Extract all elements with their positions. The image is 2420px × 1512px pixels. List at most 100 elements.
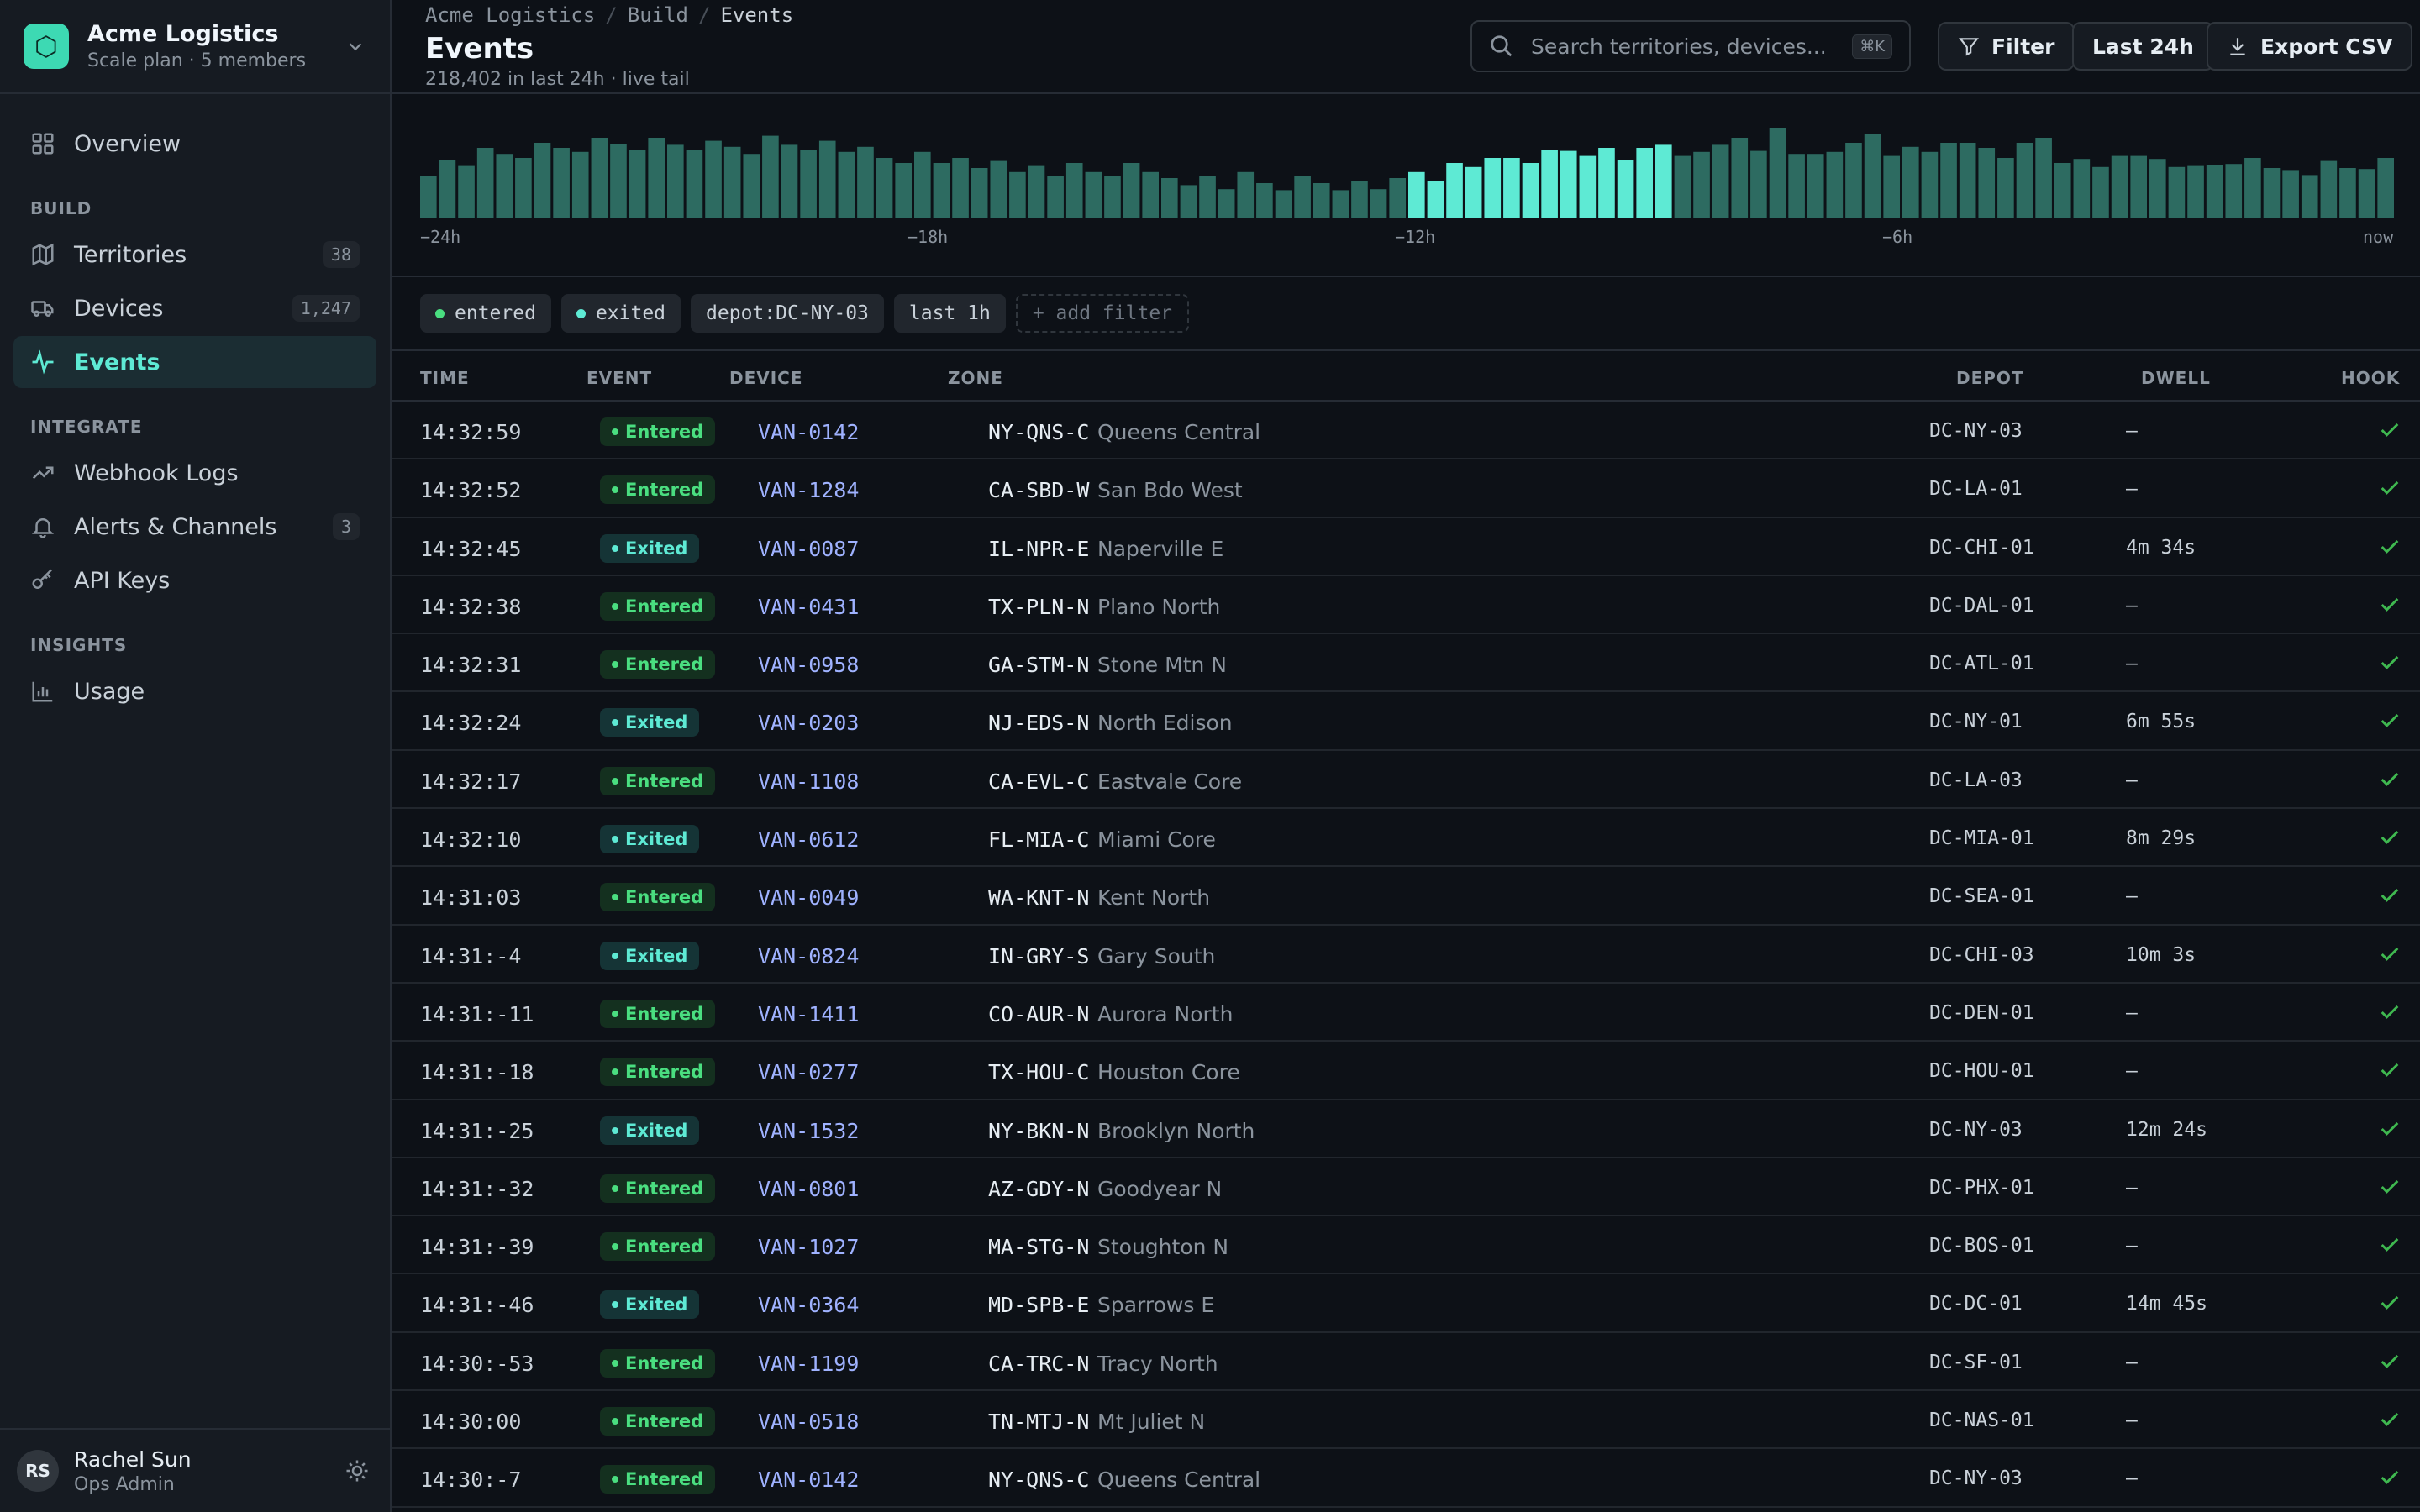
histogram-bar[interactable]: [2092, 166, 2109, 218]
sidebar-item-alerts[interactable]: Alerts & Channels 3: [13, 501, 376, 553]
histogram-bar[interactable]: [743, 154, 760, 218]
table-row[interactable]: 14:32:24 Exited VAN-0203 NJ-EDS-N North Edis…: [392, 692, 2420, 751]
histogram-bar[interactable]: [2282, 170, 2299, 218]
histogram-bar[interactable]: [876, 158, 893, 218]
device-link[interactable]: VAN-0203: [758, 711, 860, 736]
column-header-device[interactable]: DEVICE: [729, 368, 803, 388]
histogram-bar[interactable]: [1674, 155, 1691, 218]
filter-button[interactable]: Filter: [1938, 22, 2075, 71]
histogram-bar[interactable]: [2073, 159, 2091, 218]
histogram-bar[interactable]: [1560, 150, 1577, 218]
histogram-bar[interactable]: [1427, 181, 1444, 218]
histogram-bar[interactable]: [1655, 144, 1672, 218]
device-link[interactable]: VAN-1411: [758, 1001, 860, 1026]
table-row[interactable]: 14:30:00 Entered VAN-0518 TN-MTJ-N Mt Juliet…: [392, 1391, 2420, 1450]
sidebar-item-territories[interactable]: Territories 38: [13, 228, 376, 281]
histogram-bar[interactable]: [496, 154, 513, 218]
sidebar-item-events[interactable]: Events: [13, 336, 376, 388]
zone-code[interactable]: TX-PLN-N: [988, 594, 1090, 619]
histogram-bar[interactable]: [1522, 163, 1539, 218]
histogram-bar[interactable]: [1009, 171, 1026, 218]
histogram-bar[interactable]: [705, 140, 722, 218]
zone-code[interactable]: IN-GRY-S: [988, 943, 1090, 969]
table-row[interactable]: 14:32:31 Entered VAN-0958 GA-STM-N Stone Mtn…: [392, 634, 2420, 693]
histogram-bar[interactable]: [1712, 144, 1729, 218]
table-row[interactable]: 14:32:59 Entered VAN-0142 NY-QNS-C Queens Ce…: [392, 402, 2420, 460]
sidebar-item-devices[interactable]: Devices 1,247: [13, 282, 376, 334]
histogram-bar[interactable]: [1902, 146, 1919, 218]
histogram-bar[interactable]: [610, 144, 627, 218]
histogram-bar[interactable]: [2016, 143, 2033, 218]
table-row[interactable]: 14:31:-32 Entered VAN-0801 AZ-GDY-N Goodyear…: [392, 1158, 2420, 1217]
histogram-bar[interactable]: [818, 140, 836, 218]
histogram-bar[interactable]: [1693, 151, 1710, 218]
histogram-bar[interactable]: [1978, 148, 1996, 218]
user-profile[interactable]: RS Rachel Sun Ops Admin: [0, 1428, 390, 1512]
histogram-bar[interactable]: [952, 158, 969, 218]
sun-icon[interactable]: [345, 1458, 370, 1483]
histogram-bar[interactable]: [1921, 151, 1939, 218]
device-link[interactable]: VAN-0087: [758, 536, 860, 561]
histogram-bar[interactable]: [1275, 190, 1292, 218]
column-header-event[interactable]: EVENT: [587, 368, 653, 388]
zone-code[interactable]: CO-AUR-N: [988, 1001, 1090, 1026]
histogram-bar[interactable]: [629, 150, 646, 218]
sidebar-item-api-keys[interactable]: API Keys: [13, 554, 376, 606]
histogram-bar[interactable]: [1579, 155, 1597, 218]
device-link[interactable]: VAN-0049: [758, 885, 860, 911]
histogram-bar[interactable]: [1199, 176, 1216, 218]
breadcrumb-item[interactable]: Build: [627, 3, 688, 27]
histogram-bar[interactable]: [800, 150, 817, 218]
device-link[interactable]: VAN-1284: [758, 478, 860, 503]
histogram-bars[interactable]: [420, 118, 2396, 218]
histogram-bar[interactable]: [1959, 143, 1976, 218]
table-row[interactable]: 14:32:52 Entered VAN-1284 CA-SBD-W San Bdo W…: [392, 459, 2420, 518]
device-link[interactable]: VAN-0612: [758, 827, 860, 853]
histogram-bar[interactable]: [458, 165, 475, 218]
histogram-bar[interactable]: [1161, 178, 1178, 218]
table-row[interactable]: 14:31:-46 Exited VAN-0364 MD-SPB-E Sparrows …: [392, 1274, 2420, 1333]
table-row[interactable]: 14:32:38 Entered VAN-0431 TX-PLN-N Plano Nor…: [392, 576, 2420, 635]
sidebar-item-webhook-logs[interactable]: Webhook Logs: [13, 447, 376, 499]
histogram-bar[interactable]: [2244, 158, 2261, 218]
table-row[interactable]: 14:30:-7 Entered VAN-0142 NY-QNS-C Queens Ce…: [392, 1449, 2420, 1508]
table-row[interactable]: 14:31:-11 Entered VAN-1411 CO-AUR-N Aurora N…: [392, 984, 2420, 1042]
histogram-bar[interactable]: [1484, 158, 1502, 218]
column-header-hook[interactable]: HOOK: [2341, 368, 2401, 388]
table-row[interactable]: 14:31:-18 Entered VAN-0277 TX-HOU-C Houston …: [392, 1042, 2420, 1100]
filter-chip[interactable]: last 1h: [893, 294, 1006, 333]
histogram-bar[interactable]: [857, 146, 874, 218]
zone-code[interactable]: WA-KNT-N: [988, 885, 1090, 911]
table-row[interactable]: 14:32:17 Entered VAN-1108 CA-EVL-C Eastvale …: [392, 751, 2420, 810]
histogram-bar[interactable]: [1370, 189, 1387, 218]
histogram-bar[interactable]: [1769, 128, 1786, 218]
events-histogram[interactable]: −24h −18h −12h −6h now: [392, 94, 2420, 277]
histogram-bar[interactable]: [2320, 160, 2338, 218]
zone-code[interactable]: FL-MIA-C: [988, 827, 1090, 853]
histogram-bar[interactable]: [1503, 158, 1520, 218]
zone-code[interactable]: TN-MTJ-N: [988, 1410, 1090, 1435]
device-link[interactable]: VAN-0518: [758, 1410, 860, 1435]
workspace-switcher[interactable]: ⬡ Acme Logistics Scale plan · 5 members: [0, 0, 390, 94]
zone-code[interactable]: CA-EVL-C: [988, 769, 1090, 794]
column-header-zone[interactable]: ZONE: [948, 368, 1003, 388]
search-input[interactable]: Search territories, devices... ⌘K: [1470, 20, 1911, 72]
histogram-bar[interactable]: [1617, 160, 1634, 218]
histogram-bar[interactable]: [1408, 171, 1425, 218]
column-header-time[interactable]: TIME: [420, 368, 470, 388]
histogram-bar[interactable]: [971, 168, 988, 218]
histogram-bar[interactable]: [1332, 190, 1349, 218]
filter-chip[interactable]: depot:DC-NY-03: [691, 294, 884, 333]
table-row[interactable]: 14:30:-53 Entered VAN-1199 CA-TRC-N Tracy No…: [392, 1333, 2420, 1392]
histogram-bar[interactable]: [2130, 155, 2147, 218]
histogram-bar[interactable]: [781, 144, 798, 218]
histogram-bar[interactable]: [591, 138, 608, 218]
histogram-bar[interactable]: [2263, 168, 2281, 218]
zone-code[interactable]: MD-SPB-E: [988, 1293, 1090, 1318]
device-link[interactable]: VAN-0801: [758, 1176, 860, 1201]
histogram-bar[interactable]: [2339, 168, 2356, 218]
histogram-bar[interactable]: [1028, 165, 1045, 218]
zone-code[interactable]: GA-STM-N: [988, 653, 1090, 678]
histogram-bar[interactable]: [1598, 148, 1615, 218]
histogram-bar[interactable]: [914, 151, 931, 218]
